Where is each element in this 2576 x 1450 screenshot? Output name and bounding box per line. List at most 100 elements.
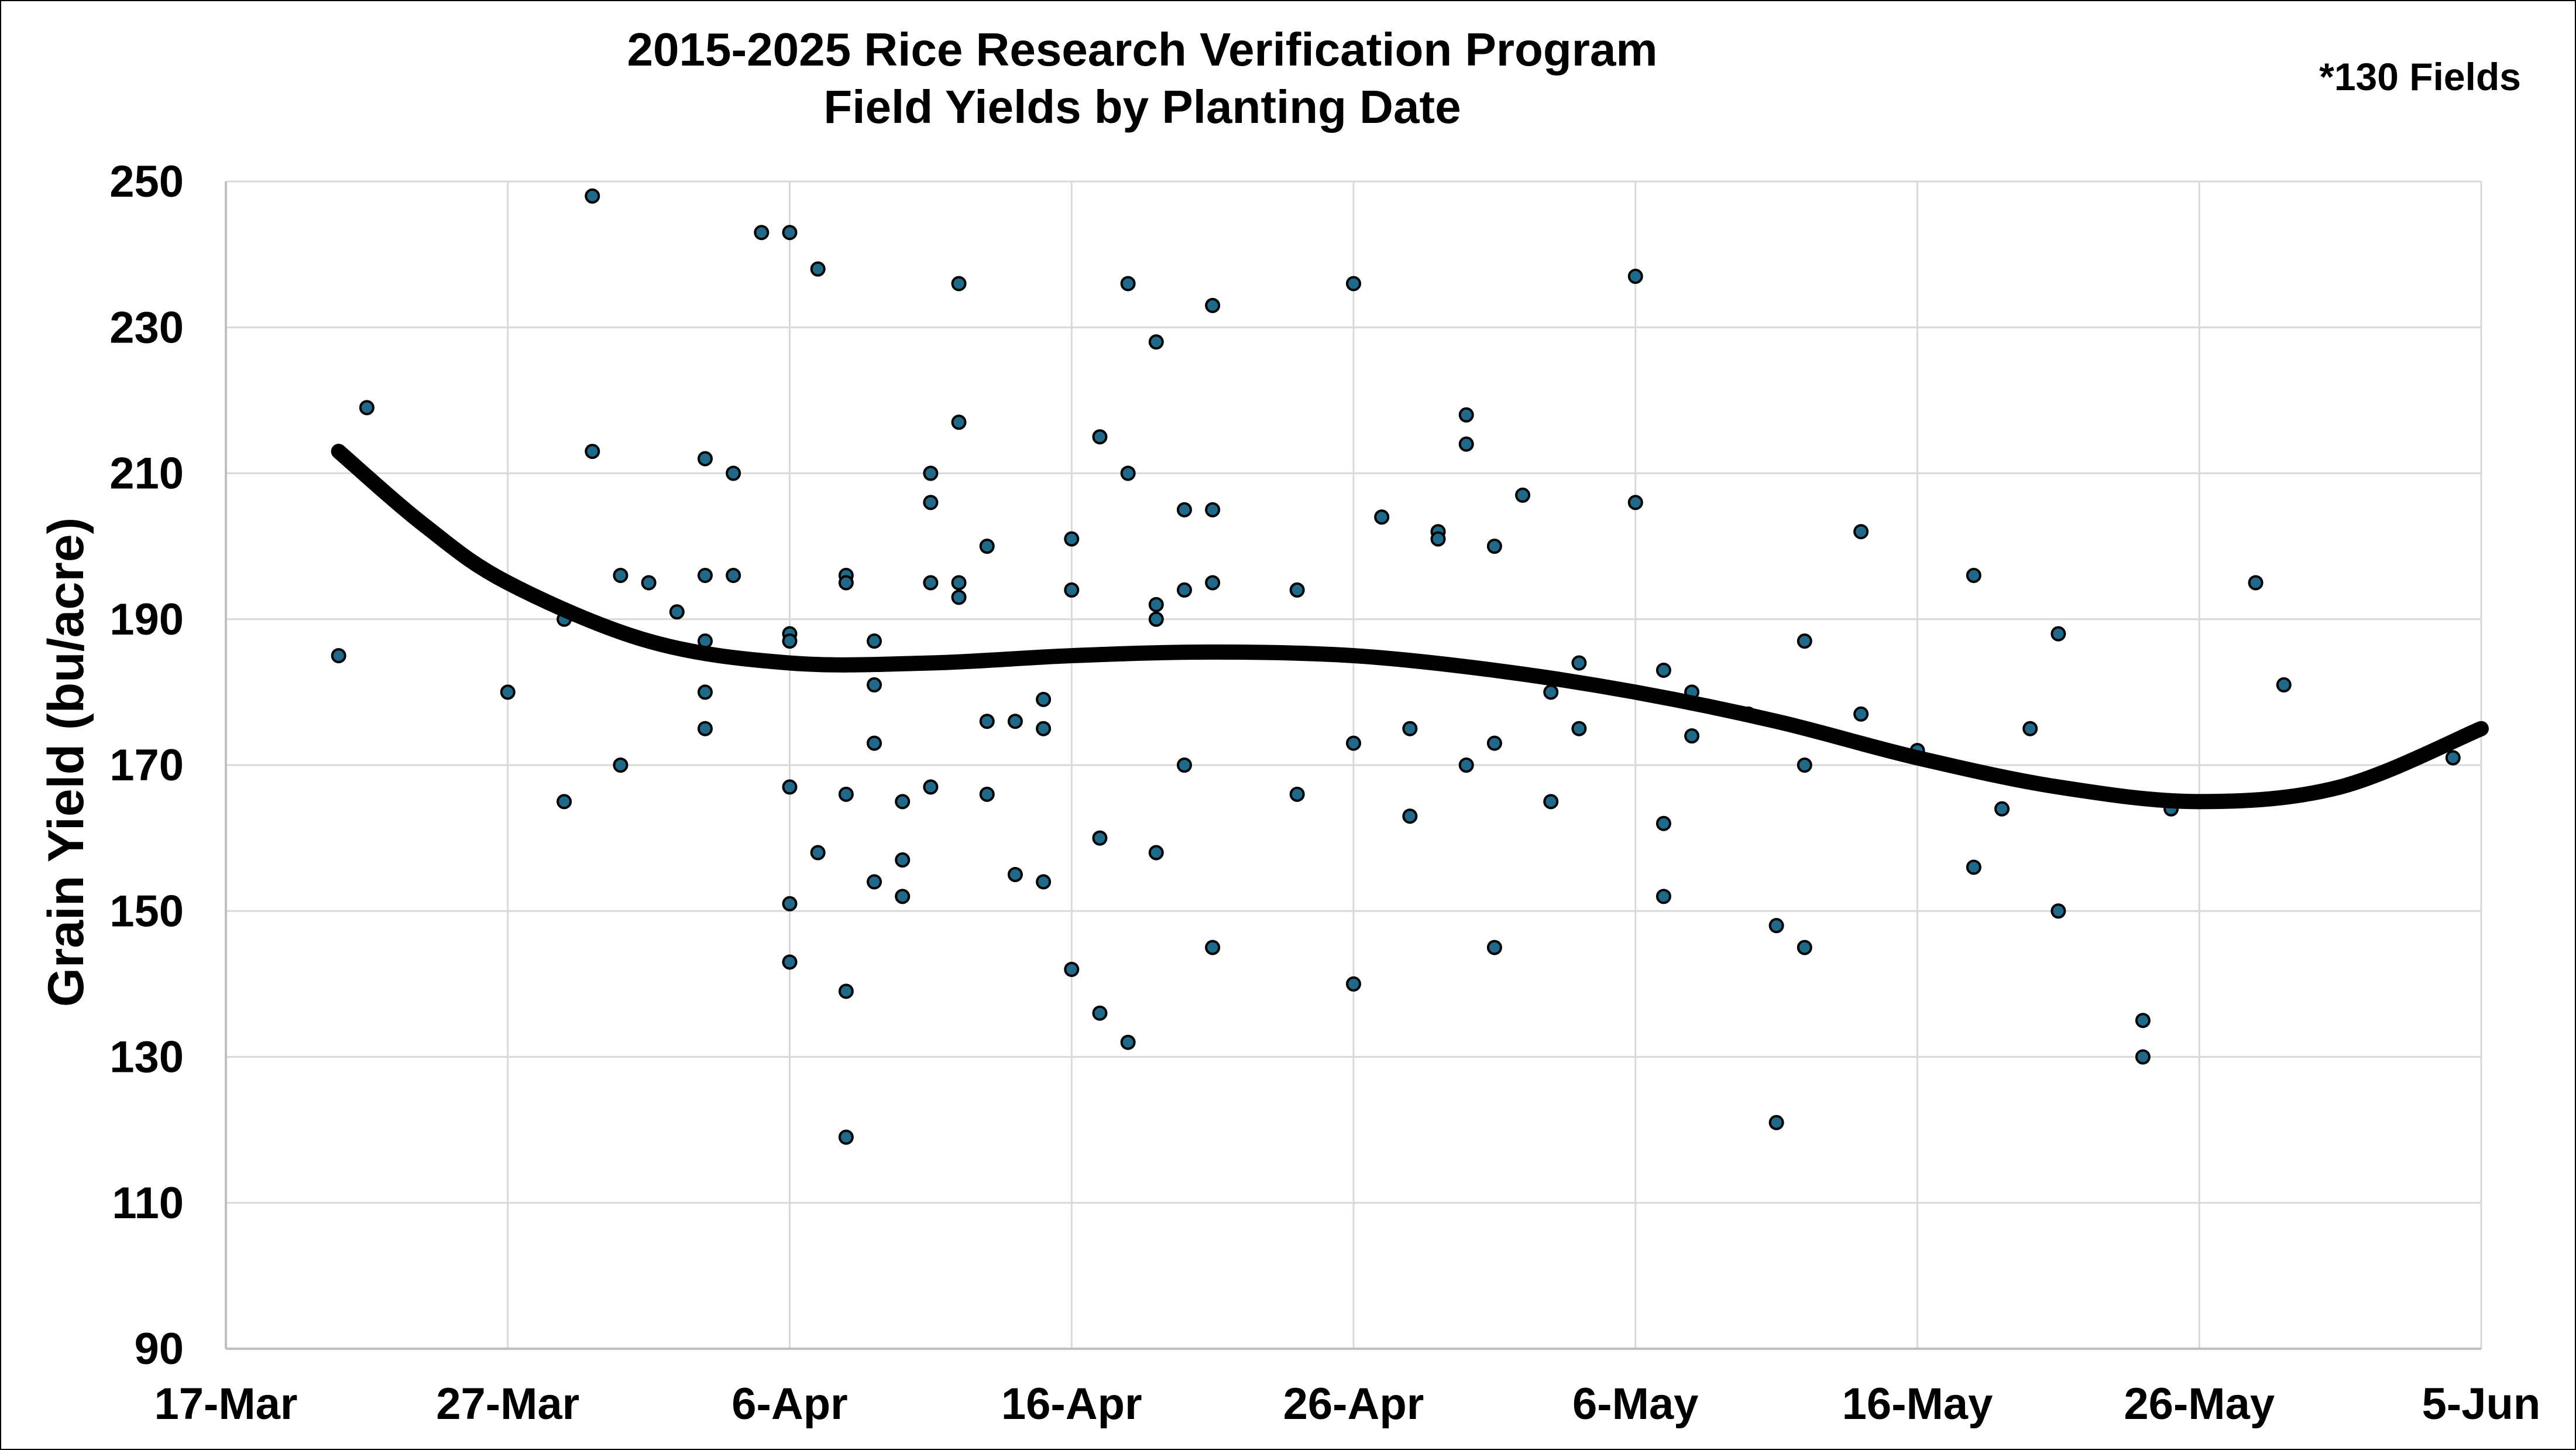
data-point — [1402, 721, 1418, 736]
data-point — [1064, 582, 1080, 598]
data-point — [1768, 918, 1784, 934]
data-point — [726, 567, 741, 583]
data-point — [1036, 874, 1052, 890]
data-point — [895, 852, 911, 868]
data-point — [1346, 735, 1361, 751]
data-point — [1486, 940, 1502, 955]
data-point — [1543, 794, 1559, 810]
tick-labels: 90 110 130 150 170 190 210 230 250 17-Mar 27-Mar 6-… — [109, 157, 2540, 1429]
data-point — [1853, 706, 1869, 722]
data-point — [1205, 502, 1221, 517]
data-point — [782, 225, 798, 241]
y-tick-label: 90 — [134, 1324, 184, 1374]
data-point — [1684, 728, 1700, 744]
fields-count-note: *130 Fields — [2319, 55, 2521, 98]
data-point — [951, 276, 967, 292]
data-point — [1543, 684, 1559, 700]
gridlines — [226, 180, 2482, 1349]
data-point — [1346, 976, 1361, 992]
chart-subtitle: Field Yields by Planting Date — [823, 81, 1461, 133]
y-tick-label: 170 — [109, 741, 184, 790]
data-point — [1120, 1034, 1136, 1050]
data-point — [1205, 575, 1221, 591]
data-point — [1402, 808, 1418, 824]
data-point — [1036, 691, 1052, 707]
data-point — [2276, 677, 2292, 693]
x-tick-label: 5-Jun — [2422, 1379, 2541, 1429]
data-point — [726, 465, 741, 481]
data-point — [923, 495, 939, 510]
data-point — [2051, 626, 2066, 642]
trend-line — [331, 444, 2489, 810]
data-point — [1092, 830, 1108, 846]
data-point — [782, 633, 798, 649]
data-point — [923, 779, 939, 795]
data-point — [331, 648, 346, 664]
data-point — [782, 896, 798, 911]
data-point — [810, 845, 826, 861]
data-point — [1571, 655, 1587, 671]
data-point — [1458, 436, 1474, 452]
data-point — [2051, 903, 2066, 919]
data-point — [979, 714, 995, 729]
data-point — [2022, 721, 2038, 736]
data-point — [1627, 495, 1643, 510]
data-point — [1205, 940, 1221, 955]
data-point — [613, 757, 628, 773]
data-point — [1148, 845, 1164, 861]
data-point — [2135, 1013, 2151, 1029]
y-axis-label: Grain Yield (bu/acre) — [38, 517, 94, 1007]
axes — [225, 181, 2481, 1350]
data-point — [1064, 961, 1080, 977]
data-point — [923, 465, 939, 481]
data-points — [331, 188, 2461, 1145]
data-point — [2248, 575, 2264, 591]
data-point — [1176, 502, 1192, 517]
y-tick-label: 210 — [109, 449, 184, 499]
y-tick-label: 150 — [109, 886, 184, 936]
data-point — [838, 575, 854, 591]
data-point — [585, 444, 600, 460]
x-tick-label: 16-May — [1842, 1379, 1993, 1429]
data-point — [1655, 815, 1671, 831]
data-point — [923, 575, 939, 591]
data-point — [1458, 757, 1474, 773]
x-tick-label: 16-Apr — [1001, 1379, 1142, 1429]
data-point — [697, 684, 713, 700]
data-point — [1430, 531, 1446, 547]
data-point — [1092, 1005, 1108, 1021]
data-point — [1768, 1115, 1784, 1130]
data-point — [1148, 597, 1164, 612]
data-point — [979, 539, 995, 554]
data-point — [1205, 297, 1221, 313]
data-point — [1853, 524, 1869, 540]
data-point — [2135, 1049, 2151, 1065]
data-point — [1148, 611, 1164, 627]
y-tick-label: 110 — [112, 1178, 184, 1228]
x-tick-label: 6-May — [1572, 1379, 1698, 1429]
y-tick-label: 190 — [109, 595, 184, 645]
data-point — [557, 794, 572, 810]
y-tick-label: 130 — [109, 1033, 184, 1082]
data-point — [1797, 940, 1812, 955]
data-point — [641, 575, 657, 591]
data-point — [697, 451, 713, 467]
data-point — [754, 225, 770, 241]
x-tick-label: 26-Apr — [1283, 1379, 1424, 1429]
data-point — [1007, 866, 1023, 882]
data-point — [895, 794, 911, 810]
data-point — [810, 261, 826, 277]
data-point — [867, 633, 882, 649]
data-point — [867, 735, 882, 751]
data-point — [1966, 859, 1981, 875]
data-point — [1289, 582, 1305, 598]
y-tick-label: 250 — [109, 157, 184, 207]
data-point — [585, 188, 600, 204]
data-point — [1655, 889, 1671, 904]
x-tick-label: 6-Apr — [731, 1379, 847, 1429]
data-point — [782, 954, 798, 970]
data-point — [838, 1129, 854, 1145]
data-point — [895, 889, 911, 904]
